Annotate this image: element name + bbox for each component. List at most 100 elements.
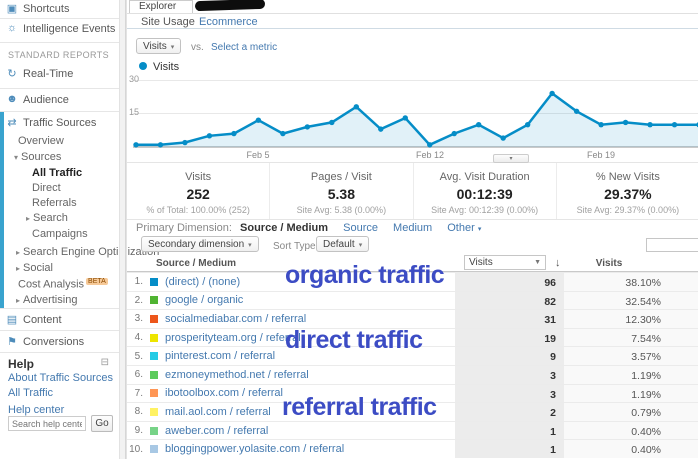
visits-value: 82 — [455, 291, 564, 310]
chevron-right-icon: ▸ — [16, 264, 21, 273]
stat-value: 00:12:39 — [456, 186, 513, 202]
divider — [0, 42, 119, 43]
sort-type-button[interactable]: Default ▾ — [316, 236, 370, 252]
vs-label: vs. — [191, 42, 204, 53]
sort-type-value: Default — [323, 239, 355, 250]
sidebar-item-label: Advertising — [23, 294, 78, 306]
source-link[interactable]: prosperityteam.org / referral — [165, 331, 301, 344]
source-link[interactable]: (direct) / (none) — [165, 275, 241, 288]
row-rank: 10. — [129, 443, 143, 455]
sidebar-item-social[interactable]: ▸ Social — [16, 262, 53, 274]
source-link[interactable]: ibotoolbox.com / referral — [165, 387, 283, 400]
row-rank: 6. — [134, 369, 143, 381]
visits-percent: 1.19% — [564, 365, 698, 384]
source-link[interactable]: google / organic — [165, 294, 244, 307]
flag-icon: ⚑ — [7, 336, 17, 348]
sidebar-item-all-traffic[interactable]: All Traffic — [32, 167, 83, 179]
sidebar-item-real-time[interactable]: ↻ Real-Time — [0, 67, 119, 81]
sidebar-item-overview[interactable]: Overview — [18, 135, 64, 147]
sidebar-item-search[interactable]: ▸ Search — [26, 212, 68, 224]
stat-value: 252 — [186, 186, 210, 202]
sidebar-scrollbar[interactable] — [119, 0, 126, 459]
sidebar-item-label: Real-Time — [23, 68, 74, 80]
divider — [0, 111, 119, 112]
x-axis-line — [133, 146, 698, 148]
sidebar-item-advertising[interactable]: ▸ Advertising — [16, 294, 77, 306]
go-button[interactable]: Go — [91, 415, 113, 432]
dimension-medium[interactable]: Medium — [393, 222, 433, 234]
metric-column-select[interactable]: Visits ▼ — [464, 255, 546, 270]
sidebar-item-content[interactable]: ▤ Content — [0, 313, 119, 327]
table-row: 8. mail.aol.com / referral 2 0.79% — [127, 402, 698, 421]
sidebar-item-traffic-sources[interactable]: ⇄ Traffic Sources — [0, 116, 119, 130]
chevron-down-icon: ▾ — [14, 153, 19, 162]
table-search-input[interactable] — [646, 238, 698, 252]
tab-site-usage[interactable]: Site Usage — [141, 16, 195, 28]
stat-value: 29.37% — [604, 186, 652, 202]
timeline-collapse-handle[interactable]: ▾ — [493, 154, 529, 163]
y-tick-label: 15 — [129, 107, 140, 117]
visits-value: 1 — [455, 440, 564, 458]
help-link-about-traffic-sources[interactable]: About Traffic Sources — [8, 372, 113, 384]
dimension-other[interactable]: Other ▾ — [447, 222, 481, 234]
source-link[interactable]: ezmoneymethod.net / referral — [165, 368, 309, 381]
select-a-metric-link[interactable]: Select a metric — [211, 42, 278, 53]
annotation-referral-traffic: referral traffic — [282, 393, 437, 421]
source-link[interactable]: aweber.com / referral — [165, 424, 269, 437]
visits-percent: 0.79% — [564, 403, 698, 421]
sidebar-item-cost-analysis[interactable]: Cost Analysis BETA — [18, 278, 108, 291]
help-link-all-traffic[interactable]: All Traffic — [8, 387, 54, 399]
sidebar-item-label: Search — [33, 212, 68, 224]
stat-subtext: % of Total: 100.00% (252) — [146, 205, 250, 215]
tab-ecommerce[interactable]: Ecommerce — [199, 16, 258, 28]
x-tick-label: Feb 12 — [415, 150, 445, 160]
stat-pages-per-visit: Pages / Visit 5.38 Site Avg: 5.38 (0.00%… — [269, 163, 412, 219]
secondary-dimension-label: Secondary dimension — [148, 239, 245, 250]
sidebar-item-referrals[interactable]: Referrals — [32, 197, 77, 209]
dimension-source[interactable]: Source — [343, 222, 378, 234]
chart-plot[interactable] — [127, 70, 698, 163]
visits-line-chart[interactable]: 30 15 Feb 5 Feb 12 Feb 19 ▾ — [127, 70, 698, 163]
sort-descending-icon[interactable]: ↓ — [555, 257, 561, 269]
source-link[interactable]: pinterest.com / referral — [165, 350, 276, 363]
series-dot-icon — [139, 62, 147, 70]
chevron-down-icon: ▾ — [170, 44, 175, 51]
x-tick-label: Feb 19 — [586, 150, 616, 160]
table-row: 3. socialmediabar.com / referral 31 12.3… — [127, 309, 698, 328]
sort-type-label: Sort Type: — [273, 241, 319, 252]
sidebar-item-shortcuts[interactable]: ▣ Shortcuts — [0, 2, 119, 16]
help-search-input[interactable] — [8, 416, 86, 431]
sidebar-item-audience[interactable]: ☻ Audience — [0, 93, 119, 107]
source-link[interactable]: socialmediabar.com / referral — [165, 312, 307, 325]
lightbulb-icon: ☼ — [6, 22, 18, 34]
realtime-icon: ↻ — [7, 68, 17, 80]
source-link[interactable]: bloggingpower.yolasite.com / referral — [165, 443, 345, 456]
series-color-icon — [147, 370, 163, 379]
table-row: 2. google / organic 82 32.54% — [127, 290, 698, 310]
sidebar-item-sources[interactable]: ▾ Sources — [14, 151, 61, 163]
visits-value: 31 — [455, 310, 564, 328]
sidebar-item-label: Shortcuts — [23, 3, 70, 15]
sidebar-item-direct[interactable]: Direct — [32, 182, 61, 194]
standard-reports-label: STANDARD REPORTS — [8, 50, 110, 60]
secondary-dimension-button[interactable]: Secondary dimension ▾ — [141, 236, 259, 252]
column-header-source-medium: Source / Medium — [156, 258, 237, 269]
sidebar: ▣ Shortcuts ☼ Intelligence Events STANDA… — [0, 0, 159, 459]
help-center-link[interactable]: Help center — [8, 404, 65, 416]
source-link[interactable]: mail.aol.com / referral — [165, 405, 271, 418]
report-main: Explorer Site Usage Ecommerce Visits ▾ vs… — [126, 0, 698, 459]
sidebar-item-intelligence-events[interactable]: ☼ Intelligence Events — [0, 22, 119, 36]
sidebar-item-campaigns[interactable]: Campaigns — [32, 228, 88, 240]
stat-label: Avg. Visit Duration — [439, 171, 530, 183]
sidebar-item-label: Conversions — [23, 336, 85, 348]
sidebar-item-conversions[interactable]: ⚑ Conversions — [0, 335, 119, 349]
annotation-direct-traffic: direct traffic — [285, 326, 423, 354]
collapse-icon[interactable]: ⊟ — [100, 357, 109, 368]
column-header-visits[interactable]: Visits — [595, 258, 623, 269]
chevron-down-icon: ▼ — [534, 259, 541, 266]
tab-explorer[interactable]: Explorer — [129, 0, 193, 13]
dimension-source-medium[interactable]: Source / Medium — [240, 222, 329, 234]
beta-badge: BETA — [86, 278, 108, 285]
primary-dimension-row: Primary Dimension: Source / Medium Sourc… — [136, 222, 481, 234]
metric-select-button[interactable]: Visits ▾ — [136, 38, 182, 54]
